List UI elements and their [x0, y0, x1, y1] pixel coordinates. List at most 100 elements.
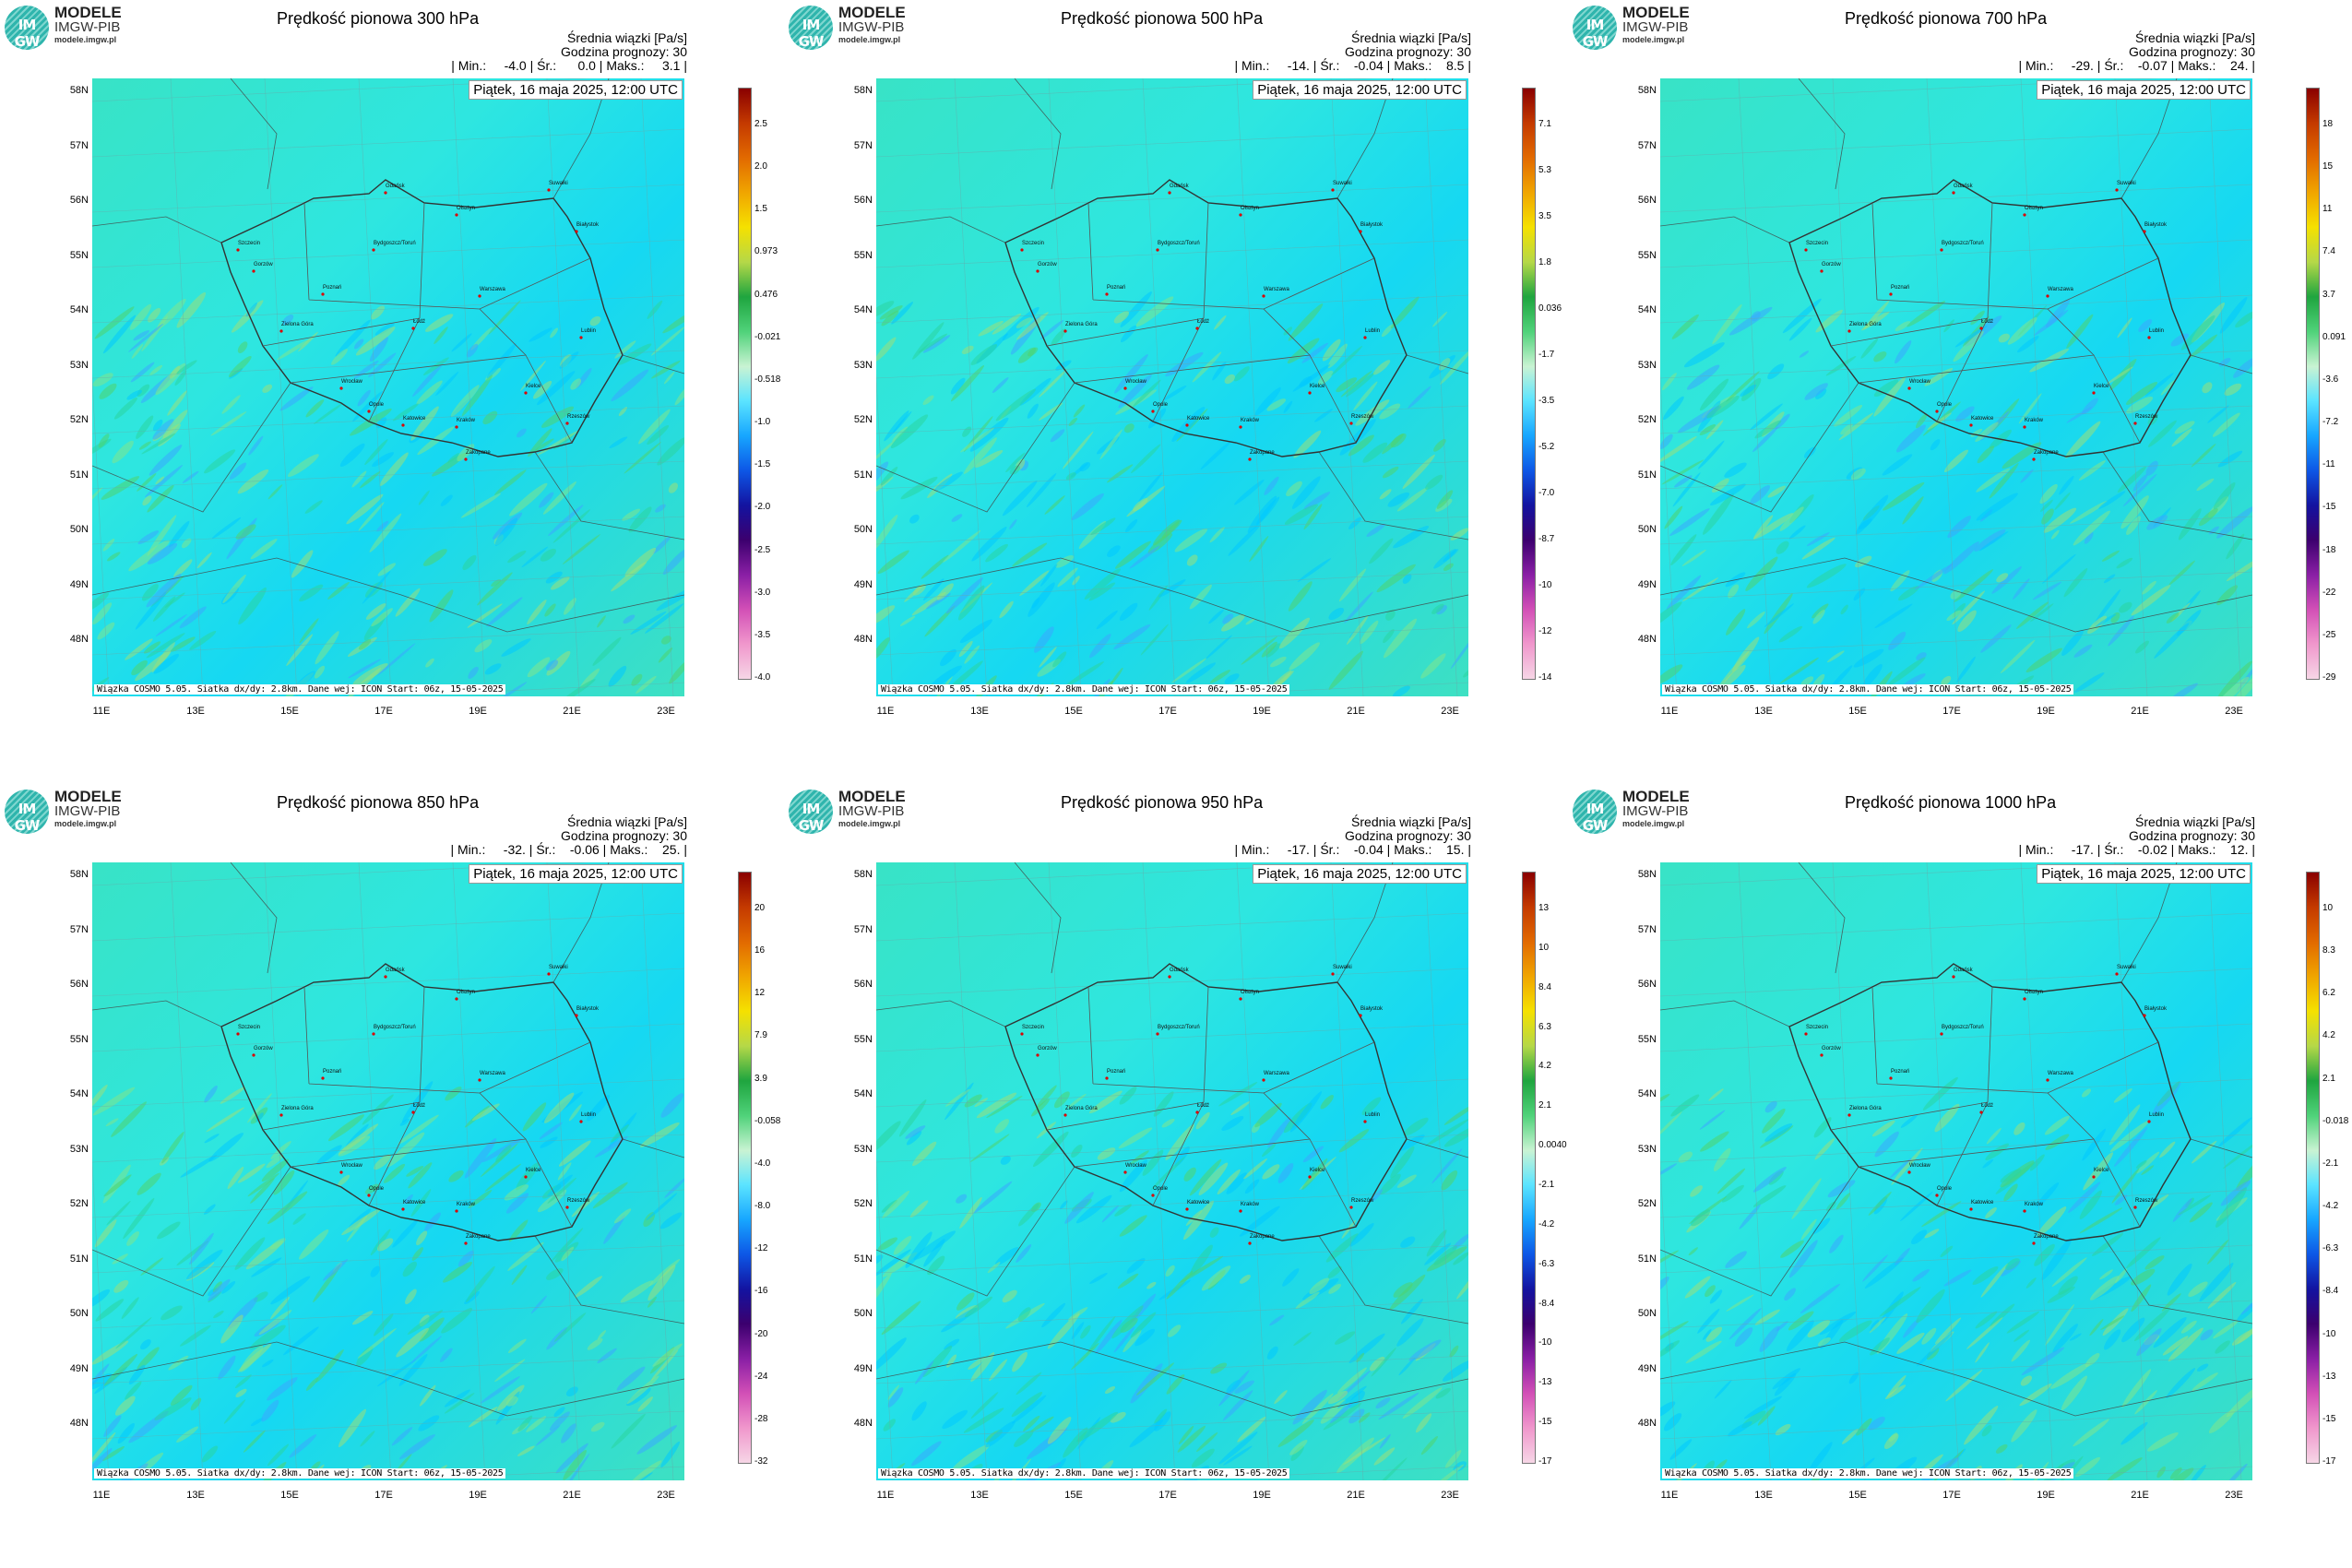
field-streak	[1840, 423, 1853, 435]
city-marker	[1063, 329, 1067, 333]
field-streak	[160, 1305, 183, 1321]
imgw-logo[interactable]: IM GW MODELE IMGW-PIB modele.imgw.pl	[789, 4, 918, 53]
field-streak	[2135, 640, 2149, 654]
city-label: Warszawa	[2048, 1071, 2073, 1076]
longitude-gridline	[358, 78, 392, 696]
imgw-logo[interactable]: IM GW MODELE IMGW-PIB modele.imgw.pl	[5, 788, 134, 837]
field-streak	[1762, 1108, 1786, 1134]
imgw-logo[interactable]: IM GW MODELE IMGW-PIB modele.imgw.pl	[5, 4, 134, 53]
field-streak	[2231, 1329, 2252, 1346]
field-streak	[1017, 1307, 1031, 1322]
city-label: Lublin	[581, 328, 596, 334]
city-marker	[279, 329, 283, 333]
valid-date: Piątek, 16 maja 2025, 12:00 UTC	[2037, 80, 2251, 100]
city-marker	[1952, 191, 1955, 195]
field-streak	[657, 436, 684, 466]
field-streak	[2070, 501, 2108, 524]
field-streak	[876, 439, 897, 465]
latitude-gridline	[92, 1355, 684, 1384]
field-streak	[2006, 1311, 2039, 1334]
latitude-label: 58N	[853, 85, 873, 96]
colorbar-tick-label: 2.1	[1538, 1100, 1551, 1111]
field-streak	[106, 1201, 131, 1226]
field-streak	[1014, 1430, 1034, 1447]
latitude-gridline	[92, 862, 592, 886]
field-streak	[162, 410, 188, 439]
run-info-footer: Wiązka COSMO 5.05. Siatka dx/dy: 2.8km. …	[94, 684, 506, 695]
field-streak	[876, 461, 889, 487]
field-streak	[563, 1449, 587, 1480]
latitude-gridline	[92, 571, 684, 600]
city-label: Katowice	[403, 416, 426, 422]
city-label: Szczecin	[238, 1025, 260, 1030]
colorbar-tick-label: -15	[2322, 1413, 2336, 1424]
field-streak	[1267, 1117, 1291, 1148]
field-streak	[1426, 1246, 1467, 1272]
latitude-gridline	[1950, 1466, 2252, 1480]
latitude-gridline	[876, 571, 1468, 600]
field-streak	[1104, 1385, 1116, 1395]
field-streak	[1119, 1215, 1147, 1237]
field-streak	[2000, 639, 2036, 674]
field-streak	[1237, 1416, 1266, 1443]
field-streak	[1383, 629, 1395, 644]
field-streak	[2178, 508, 2202, 540]
city-label: Kraków	[457, 418, 476, 423]
colorbar-tick-label: -13	[1538, 1377, 1552, 1388]
imgw-logo[interactable]: IM GW MODELE IMGW-PIB modele.imgw.pl	[1573, 788, 1702, 837]
field-streak	[169, 520, 190, 548]
field-streak	[471, 1103, 500, 1121]
field-streak	[138, 441, 151, 450]
city-label: Szczecin	[1806, 241, 1828, 246]
forecast-hour: Godzina prognozy: 30	[561, 828, 687, 843]
field-streak	[970, 1352, 995, 1383]
field-streak	[237, 1163, 266, 1183]
latitude-label: 49N	[1637, 1362, 1657, 1374]
colorbar-tick-label: -4.0	[754, 1158, 771, 1169]
field-streak	[1859, 518, 1872, 529]
city-label: Poznań	[1107, 1069, 1125, 1075]
field-streak	[1129, 545, 1160, 569]
field-streak	[1660, 435, 1697, 464]
longitude-gridline	[2208, 78, 2242, 696]
field-streak	[1389, 1274, 1426, 1311]
field-streak	[1161, 1118, 1175, 1128]
field-streak	[92, 592, 110, 612]
field-streak	[1921, 1201, 1962, 1228]
latitude-label: 48N	[853, 634, 873, 645]
field-streak	[1998, 333, 2010, 343]
field-streak	[1089, 1273, 1108, 1284]
city-label: Łódź	[413, 319, 425, 325]
field-streak	[1095, 1319, 1123, 1354]
field-streak	[2167, 1263, 2192, 1296]
run-info-footer: Wiązka COSMO 5.05. Siatka dx/dy: 2.8km. …	[1662, 1468, 2074, 1479]
field-streak	[1390, 296, 1420, 329]
field-streak	[1441, 1170, 1458, 1191]
field-streak	[1705, 420, 1724, 440]
field-streak	[161, 1132, 184, 1164]
field-streak	[92, 1340, 129, 1365]
latitude-label: 48N	[1637, 634, 1657, 645]
field-streak	[372, 452, 395, 468]
field-streak	[663, 371, 675, 385]
imgw-logo[interactable]: IM GW MODELE IMGW-PIB modele.imgw.pl	[789, 788, 918, 837]
city-marker	[2023, 425, 2026, 429]
city-label: Kraków	[1241, 418, 1260, 423]
field-streak	[444, 1393, 475, 1414]
field-streak	[542, 481, 576, 515]
field-streak	[2172, 1198, 2192, 1222]
city-marker	[236, 1032, 240, 1036]
field-streak	[315, 631, 339, 665]
field-streak	[1107, 545, 1121, 557]
colorbar-tick-label: 3.7	[2322, 289, 2335, 300]
imgw-logo[interactable]: IM GW MODELE IMGW-PIB modele.imgw.pl	[1573, 4, 1702, 53]
field-streak	[664, 1178, 684, 1198]
logo-mark: IM GW	[14, 17, 41, 50]
city-marker	[2046, 1078, 2049, 1082]
field-streak	[553, 1313, 587, 1342]
field-streak	[1369, 1356, 1385, 1372]
city-marker	[478, 294, 481, 298]
field-streak	[2101, 550, 2120, 562]
latitude-gridline	[92, 1134, 684, 1163]
city-marker	[1036, 269, 1039, 273]
